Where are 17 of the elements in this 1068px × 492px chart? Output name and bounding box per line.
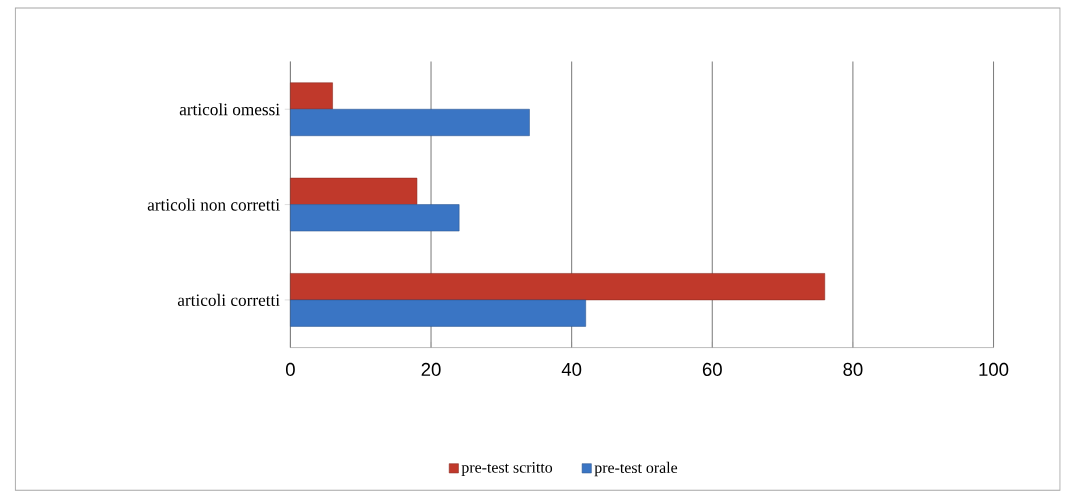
bar (290, 204, 460, 232)
x-tick-label: 60 (702, 363, 722, 377)
bar (290, 109, 530, 137)
x-tick-label: 100 (979, 363, 1009, 377)
bar (290, 273, 826, 301)
x-tick-label: 20 (421, 363, 441, 377)
y-tick-label: articoli corretti (177, 294, 280, 307)
legend-label: pre-test orale (594, 462, 678, 477)
x-tick-label: 80 (843, 363, 863, 377)
legend-label: pre-test scritto (461, 462, 553, 477)
bar (290, 178, 418, 206)
y-tick-label: articoli omessi (179, 103, 280, 116)
x-tick-label: 0 (285, 363, 295, 377)
bar (290, 299, 586, 327)
y-tick-label: articoli non corretti (147, 198, 280, 211)
x-tick-label: 40 (561, 363, 582, 377)
bar (290, 82, 333, 110)
